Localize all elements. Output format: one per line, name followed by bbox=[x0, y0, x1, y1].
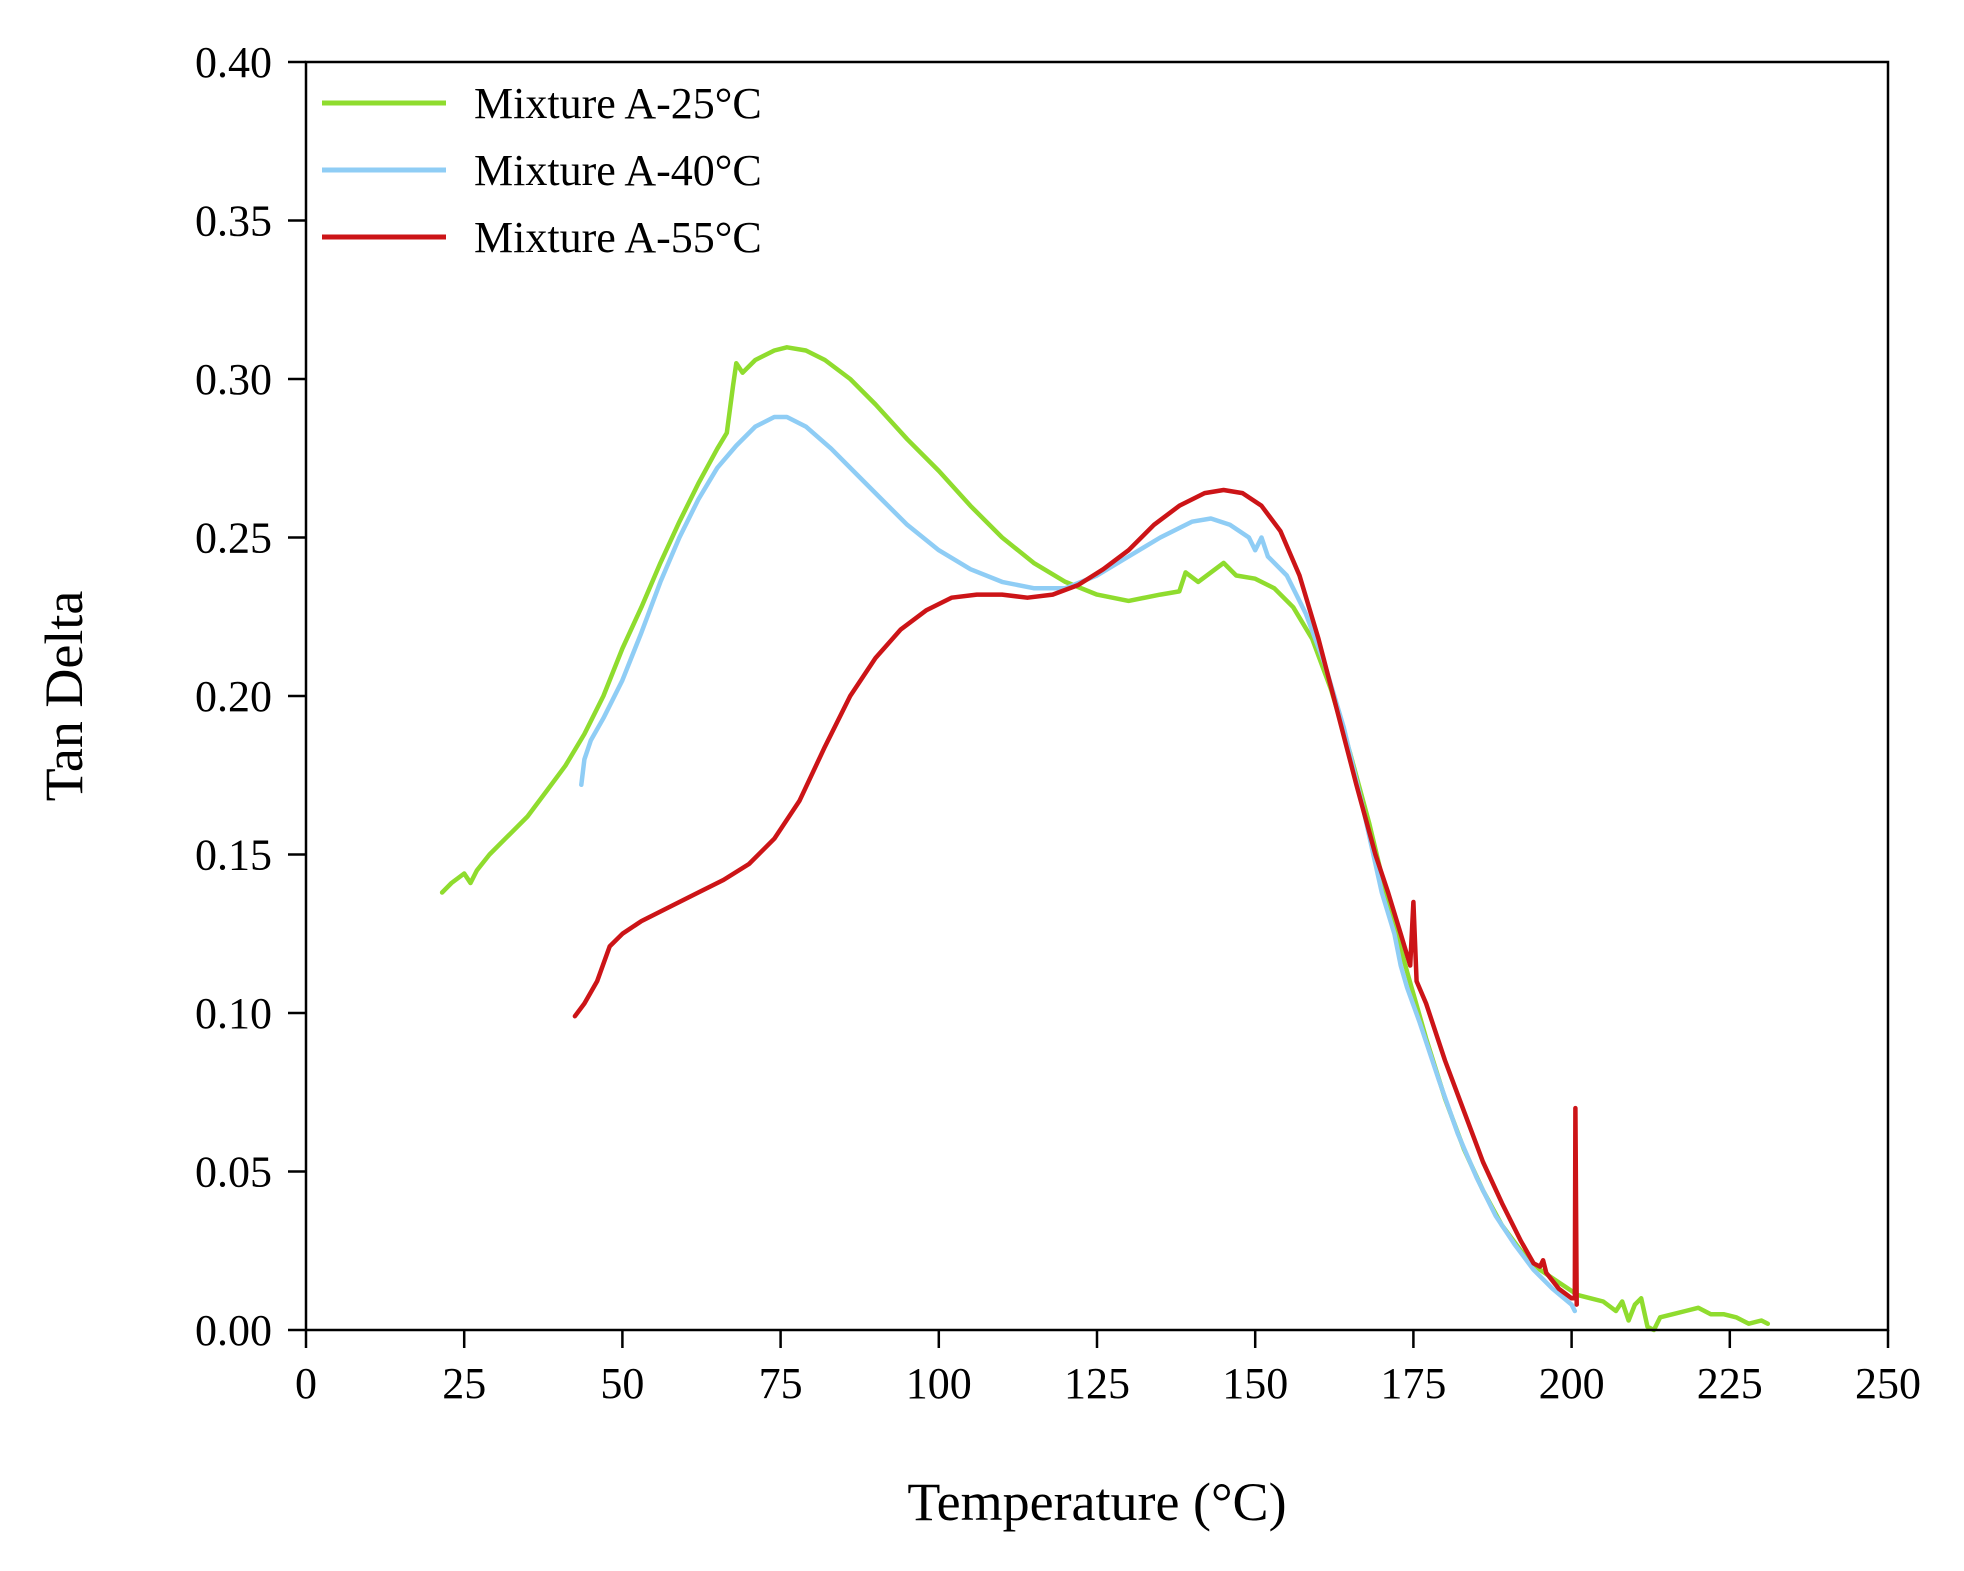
series-line-2 bbox=[579, 414, 1578, 1314]
x-tick-label: 150 bbox=[1222, 1359, 1288, 1408]
legend-label-2: Mixture A-40°C bbox=[474, 146, 762, 195]
legend-label-1: Mixture A-25°C bbox=[474, 79, 762, 128]
x-tick-label: 225 bbox=[1697, 1359, 1763, 1408]
series-line-3 bbox=[572, 487, 1579, 1307]
x-tick-label: 125 bbox=[1064, 1359, 1130, 1408]
x-tick-label: 0 bbox=[295, 1359, 317, 1408]
y-axis: 0.00 0.05 0.10 0.15 0.20 0.25 0.30 0.35 0.40 bbox=[195, 38, 306, 1355]
series-layer bbox=[439, 345, 1771, 1333]
y-tick-label: 0.10 bbox=[195, 989, 272, 1038]
legend-label-3: Mixture A-55°C bbox=[474, 213, 762, 262]
x-tick-label: 75 bbox=[759, 1359, 803, 1408]
legend: Mixture A-25°C Mixture A-40°C Mixture A-55… bbox=[322, 79, 762, 262]
x-tick-label: 250 bbox=[1855, 1359, 1921, 1408]
x-tick-label: 100 bbox=[906, 1359, 972, 1408]
x-tick-label: 200 bbox=[1539, 1359, 1605, 1408]
y-tick-label: 0.15 bbox=[195, 831, 272, 880]
y-tick-label: 0.30 bbox=[195, 355, 272, 404]
y-tick-label: 0.25 bbox=[195, 514, 272, 563]
x-axis: 0 25 50 75 100 125 150 175 200 225 250 bbox=[295, 1330, 1921, 1408]
x-tick-label: 175 bbox=[1380, 1359, 1446, 1408]
y-axis-title: Tan Delta bbox=[34, 591, 94, 802]
x-tick-label: 25 bbox=[442, 1359, 486, 1408]
y-tick-label: 0.05 bbox=[195, 1148, 272, 1197]
series-line-1 bbox=[439, 345, 1771, 1333]
x-axis-title: Temperature (°C) bbox=[907, 1472, 1286, 1532]
x-tick-label: 50 bbox=[600, 1359, 644, 1408]
y-tick-label: 0.35 bbox=[195, 197, 272, 246]
y-tick-label: 0.40 bbox=[195, 38, 272, 87]
y-tick-label: 0.00 bbox=[195, 1306, 272, 1355]
y-tick-label: 0.20 bbox=[195, 672, 272, 721]
